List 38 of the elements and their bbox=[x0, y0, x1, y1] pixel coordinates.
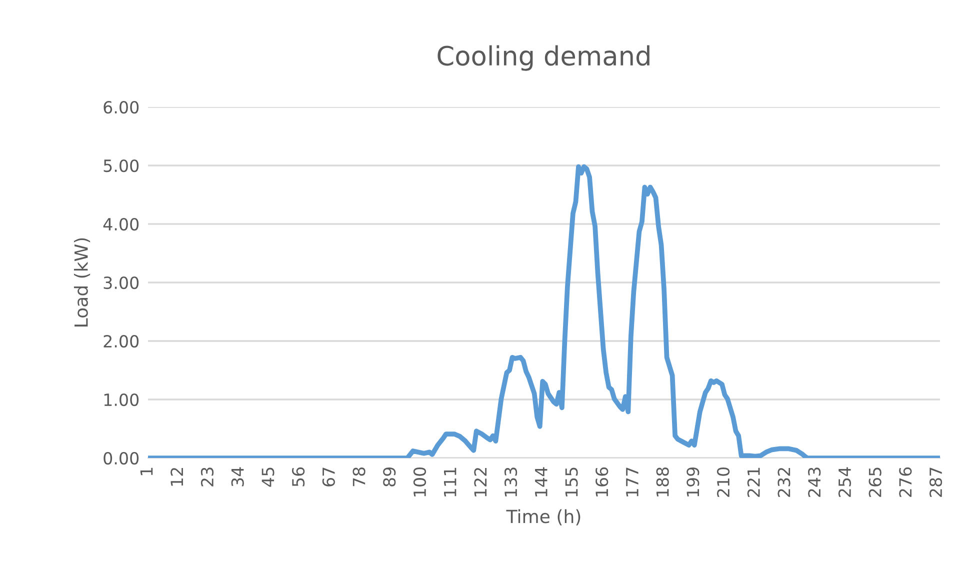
x-tick-label: 34 bbox=[231, 467, 244, 486]
x-tick-label: 1 bbox=[140, 468, 153, 476]
x-tick-label: 100 bbox=[413, 467, 426, 496]
x-tick-label: 67 bbox=[322, 468, 335, 486]
x-tick-label: 265 bbox=[868, 468, 882, 497]
chart-title: Cooling demand bbox=[438, 45, 650, 71]
x-tick-label: 243 bbox=[808, 468, 821, 497]
x-tick-label: 111 bbox=[444, 468, 456, 496]
x-tick-label: 210 bbox=[716, 467, 730, 497]
y-tick-label: 6.00 bbox=[104, 100, 139, 114]
x-tick-label: 177 bbox=[626, 468, 638, 496]
x-tick-label: 12 bbox=[170, 468, 183, 486]
x-tick-label: 155 bbox=[565, 468, 578, 496]
x-tick-label: 78 bbox=[352, 467, 366, 486]
x-tick-label: 89 bbox=[383, 468, 396, 486]
y-axis-title: Load (kW) bbox=[74, 238, 90, 326]
x-tick-label: 199 bbox=[686, 468, 700, 496]
x-tick-label: 122 bbox=[474, 468, 487, 496]
y-tick-label: 4.00 bbox=[103, 218, 139, 231]
x-tick-label: 144 bbox=[535, 467, 548, 496]
x-tick-label: 23 bbox=[200, 468, 214, 486]
x-tick-label: 56 bbox=[292, 467, 305, 486]
y-tick-label: 3.00 bbox=[104, 276, 139, 290]
x-tick-label: 133 bbox=[504, 468, 518, 496]
x-tick-label: 276 bbox=[899, 467, 912, 497]
x-tick-label: 232 bbox=[778, 468, 790, 497]
y-tick-label: 0.00 bbox=[104, 452, 139, 465]
x-tick-label: 287 bbox=[929, 468, 942, 497]
x-tick-label: 166 bbox=[596, 467, 608, 496]
line-series bbox=[148, 164, 940, 458]
y-tick-label: 1.00 bbox=[104, 393, 139, 406]
x-tick-label: 254 bbox=[838, 467, 852, 497]
x-tick-label: 45 bbox=[262, 468, 274, 487]
y-tick-label: 2.00 bbox=[104, 334, 139, 348]
x-axis-title: Time (h) bbox=[506, 509, 580, 526]
x-tick-label: 221 bbox=[747, 468, 760, 497]
x-tick-label: 188 bbox=[656, 467, 669, 496]
y-tick-label: 5.00 bbox=[104, 159, 139, 172]
